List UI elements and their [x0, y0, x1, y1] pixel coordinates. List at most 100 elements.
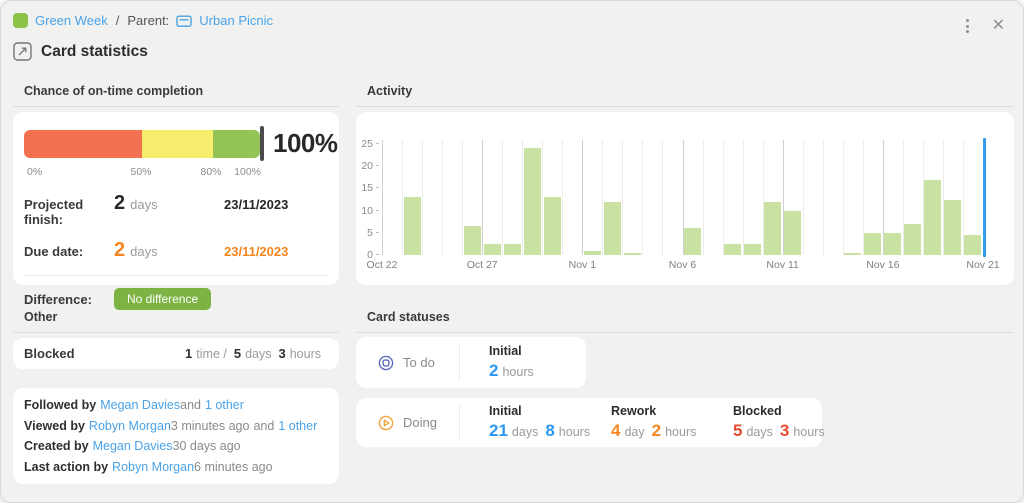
duration-unit: hours [558, 425, 591, 439]
person-text: Created by [24, 439, 89, 453]
projected-finish-row: Projected finish: 2 days 23/11/2023 [24, 192, 328, 227]
person-text: 30 days ago [172, 439, 241, 453]
breadcrumb-card-link[interactable]: Green Week [35, 13, 108, 28]
person-link[interactable]: Megan Davies [92, 439, 173, 453]
y-tick-label: 5 [367, 227, 379, 239]
activity-bar [523, 148, 541, 255]
status-column: Initial 21 days 8 hours [489, 404, 611, 441]
dialog-title-row: Card statistics [13, 42, 148, 61]
activity-bar [583, 250, 601, 255]
duration-number: 8 [545, 421, 555, 440]
breadcrumb-parent-label: Parent: [127, 13, 170, 28]
chart-gridline [782, 140, 784, 255]
person-text: Last action by [24, 459, 109, 474]
gauge-marker [260, 126, 264, 161]
gauge-scale-label: 50% [130, 166, 152, 178]
person-row: Followed by Megan Daviesand 1 other [24, 395, 328, 416]
todo-status-card: To do Initial 2 hours [356, 337, 586, 388]
person-link[interactable]: 1 other [278, 418, 318, 433]
chart-gridline [962, 140, 964, 255]
status-column-duration: 2 hours [489, 361, 611, 381]
duration-unit: hours [502, 365, 534, 379]
gauge-scale: 0% 50% 80% 100% [24, 165, 266, 180]
gauge-scale-label: 0% [27, 166, 43, 178]
activity-bar [784, 210, 802, 255]
person-row: Viewed by Robyn Morgan3 minutes ago and 1 o… [24, 416, 328, 437]
x-tick-label: Nov 16 [866, 259, 900, 271]
chart-gridline [462, 140, 464, 255]
gauge-value: 100% [273, 128, 338, 158]
breadcrumb-separator: / [115, 13, 120, 28]
activity-bar [684, 228, 702, 255]
duration-unit: days [245, 346, 272, 361]
due-date-value: 2 [114, 239, 126, 261]
chart-gridline [922, 140, 924, 255]
status-column-duration: 5 days 3 hours [733, 421, 855, 441]
chart-gridline [802, 140, 804, 255]
chart-gridline [842, 140, 844, 255]
chart-gridline [642, 140, 644, 255]
doing-status-card: Doing Initial 21 days 8 hours Rework 4 day 2 hour… [356, 398, 825, 447]
due-date-row: Due date: 2 days 23/11/2023 [24, 239, 328, 262]
person-text: and [180, 398, 201, 412]
projected-finish-value: 2 [114, 192, 126, 214]
completion-section: Chance of on-time completion 100% 0% 50%… [13, 79, 339, 310]
person-text: 6 minutes ago [194, 459, 273, 474]
chart-gridline [622, 140, 624, 255]
person-text: Viewed by [24, 418, 85, 433]
chart-gridline [542, 140, 544, 255]
activity-bar [463, 226, 481, 255]
duration-number: 4 [611, 421, 621, 440]
person-link[interactable]: 1 other [205, 398, 244, 412]
projected-finish-label: Projected finish: [24, 197, 84, 227]
activity-bar [603, 201, 621, 255]
x-tick-label: Oct 27 [466, 259, 498, 271]
y-tick-label: 0 [367, 249, 379, 261]
difference-label: Difference: [24, 291, 92, 307]
duration-number: 3 [779, 421, 790, 440]
completion-gauge: 100% [24, 126, 338, 161]
chart-gridline [482, 140, 484, 255]
gauge-segment [212, 129, 260, 158]
person-link[interactable]: Robyn Morgan [88, 418, 171, 433]
activity-chart-card: 0 5 10 15 20 25 Oct 22 Oct 27 Nov 1 Nov 6 Nov 11 No… [356, 112, 1014, 285]
activity-bar [724, 243, 742, 255]
activity-bar [483, 243, 501, 255]
chart-gridline [742, 140, 744, 255]
y-tick-label: 10 [361, 205, 379, 217]
chart-gridline [422, 140, 424, 255]
chart-gridline [882, 140, 884, 255]
status-column: Blocked 5 days 3 hours [733, 404, 855, 441]
person-link[interactable]: Robyn Morgan [112, 459, 195, 474]
duration-unit: hours [665, 425, 697, 439]
status-column-title: Initial [489, 404, 522, 418]
breadcrumb-parent-link[interactable]: Urban Picnic [199, 13, 273, 28]
other-section: Other Blocked 1 time / 5 days 3 hours Followe… [13, 305, 339, 484]
statistics-icon [13, 42, 32, 61]
gauge-scale-label: 100% [234, 166, 261, 178]
completion-card: 100% 0% 50% 80% 100% Projected finish: 2… [13, 112, 339, 310]
projected-finish-date: 23/11/2023 [224, 197, 289, 212]
x-tick-label: Oct 22 [366, 259, 398, 271]
card-color-swatch [13, 13, 28, 28]
more-menu-icon[interactable] [962, 17, 973, 35]
activity-bar [904, 223, 922, 255]
blocked-duration: 1 time / 5 days 3 hours [185, 345, 328, 363]
person-text: and [253, 418, 275, 433]
activity-bar [944, 199, 962, 255]
duration-unit: hours [289, 346, 321, 361]
status-column-title: Blocked [733, 404, 782, 418]
doing-status-icon [378, 415, 394, 431]
person-link[interactable]: Megan Davies [100, 398, 181, 412]
activity-section: Activity 0 5 10 15 20 25 Oct 22 Oct 27 Nov 1 Nov … [356, 79, 1014, 285]
y-tick-label: 15 [361, 182, 379, 194]
activity-bar [884, 232, 902, 255]
chart-gridline [582, 140, 584, 255]
activity-bar [744, 243, 762, 255]
close-icon[interactable]: ✕ [991, 17, 1005, 34]
divider [24, 275, 328, 276]
today-marker-line [983, 138, 986, 257]
header-actions: ✕ [962, 17, 1005, 35]
chart-gridline [522, 140, 524, 255]
